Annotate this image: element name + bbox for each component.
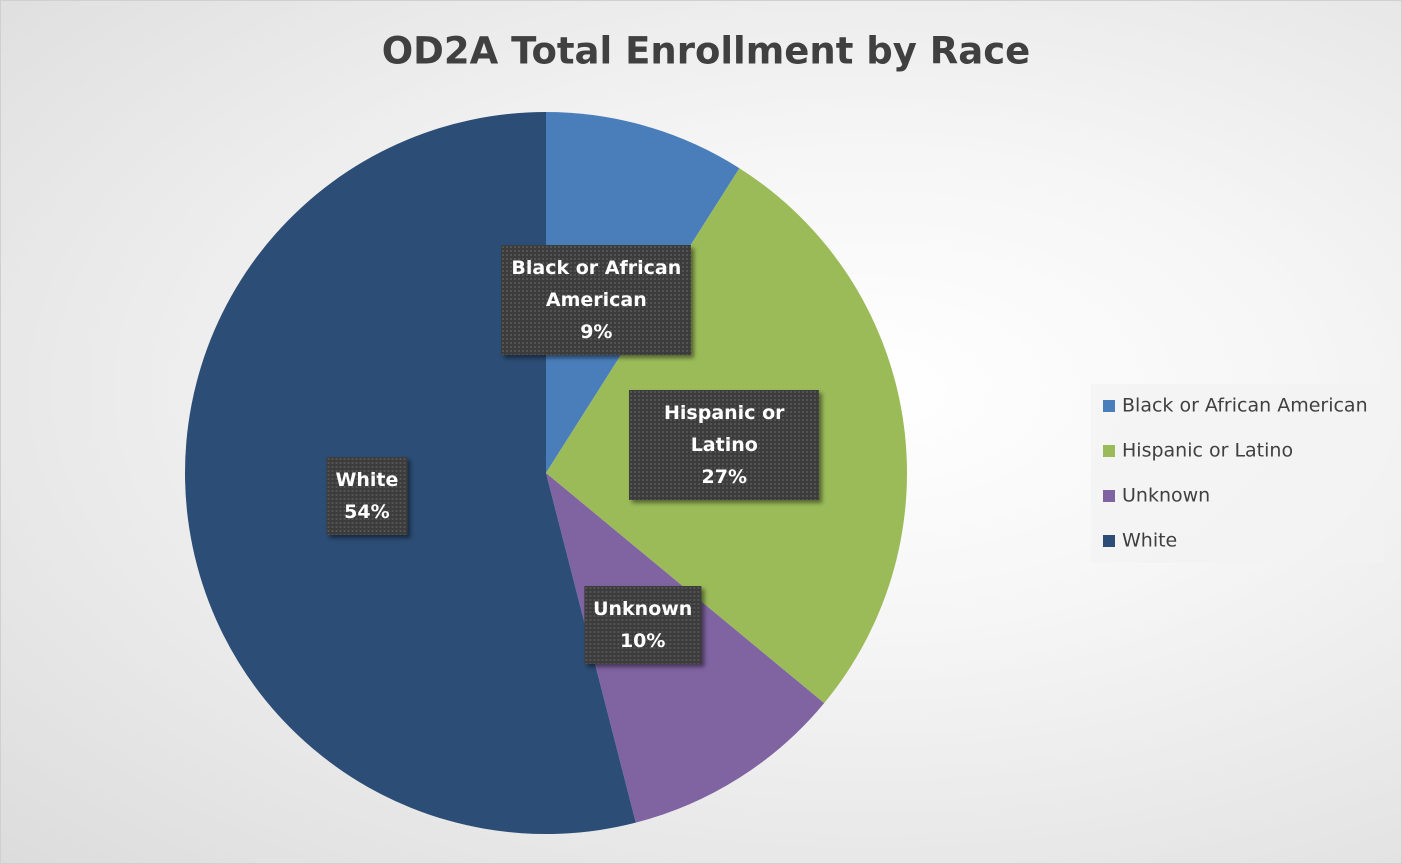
legend-swatch [1103,535,1115,547]
legend-swatch [1103,490,1115,502]
legend-label: Unknown [1122,485,1210,507]
data-label-value: 27% [701,465,747,488]
legend-label: Hispanic or Latino [1122,440,1293,462]
data-label-category: Black or African American [511,256,682,311]
legend-swatch [1103,400,1115,412]
data-label: Black or African American 9% [501,244,692,355]
legend-label: Black or African American [1122,395,1368,417]
legend-swatch [1103,445,1115,457]
data-label: Hispanic or Latino 27% [629,389,820,500]
legend-box [1091,384,1384,563]
data-label-category: Unknown [593,598,693,621]
data-label-category: Hispanic or Latino [664,401,785,456]
chart-title: OD2A Total Enrollment by Race [382,30,1031,73]
data-label-value: 54% [344,500,390,523]
data-label-value: 10% [619,630,666,653]
legend-label: White [1122,530,1177,552]
data-label-category: White [335,468,399,491]
data-label: Unknown 10% [584,586,702,665]
data-label-value: 9% [580,320,613,343]
data-label: White 54% [326,456,408,535]
